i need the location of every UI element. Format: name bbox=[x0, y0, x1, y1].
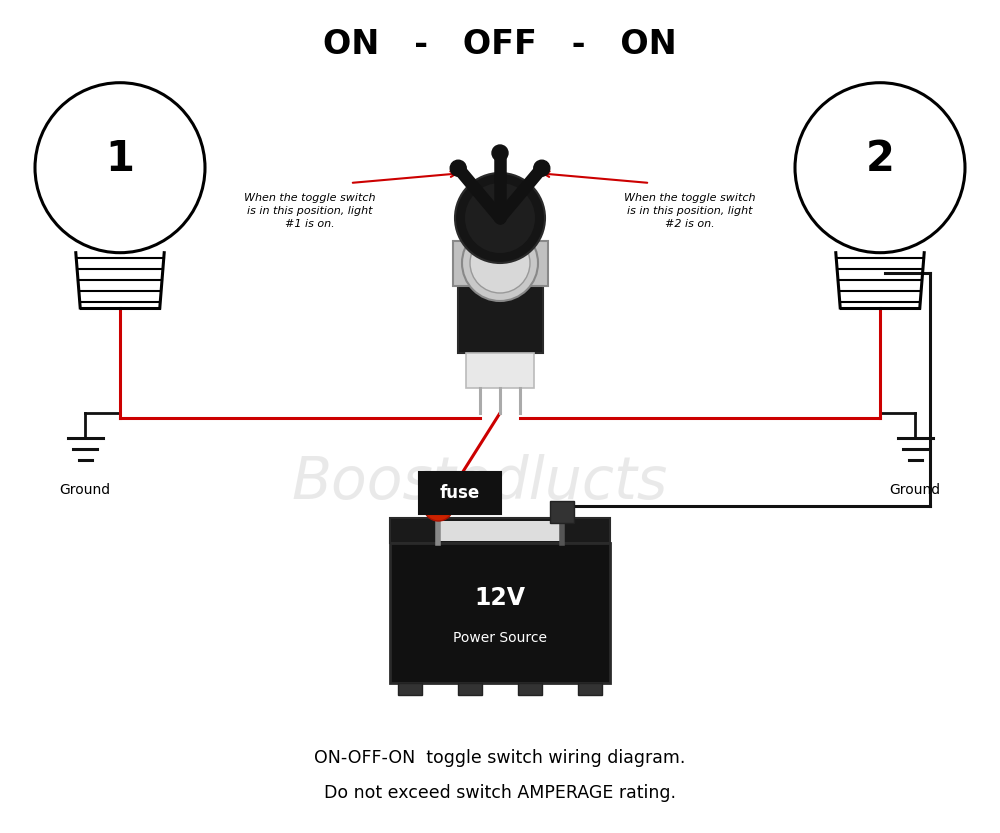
Text: Ground: Ground bbox=[889, 483, 941, 497]
Bar bbox=[390, 518, 610, 543]
Bar bbox=[440, 521, 560, 541]
Circle shape bbox=[465, 183, 535, 253]
Text: fuse: fuse bbox=[440, 484, 480, 502]
Bar bbox=[458, 273, 542, 353]
Bar bbox=[550, 501, 574, 523]
Text: 1: 1 bbox=[106, 138, 134, 180]
Circle shape bbox=[423, 491, 453, 521]
Text: Boostedlucts: Boostedlucts bbox=[292, 455, 668, 511]
Bar bbox=[452, 241, 548, 286]
Bar bbox=[398, 683, 422, 695]
Text: Power Source: Power Source bbox=[453, 631, 547, 645]
FancyBboxPatch shape bbox=[419, 472, 501, 514]
Text: Ground: Ground bbox=[59, 483, 111, 497]
Text: Do not exceed switch AMPERAGE rating.: Do not exceed switch AMPERAGE rating. bbox=[324, 784, 676, 802]
Circle shape bbox=[470, 233, 530, 293]
Text: 2: 2 bbox=[866, 138, 894, 180]
Bar bbox=[518, 683, 542, 695]
Bar bbox=[466, 353, 534, 388]
Circle shape bbox=[534, 160, 550, 177]
Circle shape bbox=[492, 145, 508, 161]
Circle shape bbox=[462, 225, 538, 301]
Bar bbox=[578, 683, 602, 695]
Circle shape bbox=[455, 173, 545, 263]
Bar bbox=[458, 683, 482, 695]
Text: When the toggle switch
is in this position, light
#2 is on.: When the toggle switch is in this positi… bbox=[624, 193, 756, 229]
Bar bbox=[390, 543, 610, 683]
Circle shape bbox=[450, 160, 466, 177]
Text: ON-OFF-ON  toggle switch wiring diagram.: ON-OFF-ON toggle switch wiring diagram. bbox=[314, 749, 686, 767]
Text: When the toggle switch
is in this position, light
#1 is on.: When the toggle switch is in this positi… bbox=[244, 193, 376, 229]
Text: ON   -   OFF   -   ON: ON - OFF - ON bbox=[323, 28, 677, 61]
Text: 12V: 12V bbox=[475, 586, 526, 610]
